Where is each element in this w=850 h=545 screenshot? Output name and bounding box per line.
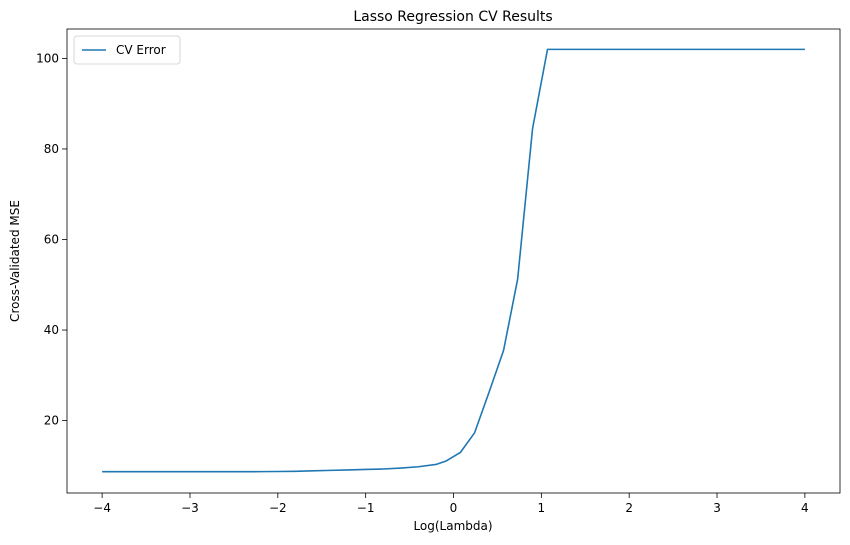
- x-tick-label: −1: [357, 501, 375, 515]
- x-tick-label: 3: [713, 501, 721, 515]
- y-tick-label: 100: [36, 51, 59, 65]
- x-tick-label: 1: [538, 501, 546, 515]
- y-axis-ticks: 20 40 60 80 100: [36, 51, 67, 428]
- y-tick-label: 20: [44, 414, 59, 428]
- legend-label-cv-error: CV Error: [116, 43, 166, 57]
- x-tick-label: −3: [181, 501, 199, 515]
- y-tick-label: 80: [44, 142, 59, 156]
- x-tick-label: −2: [269, 501, 287, 515]
- x-axis-label: Log(Lambda): [413, 519, 492, 533]
- chart-title: Lasso Regression CV Results: [353, 9, 552, 25]
- y-axis-label: Cross-Validated MSE: [8, 200, 22, 322]
- x-axis-ticks: −4 −3 −2 −1 0 1 2 3 4: [93, 493, 809, 515]
- x-tick-label: −4: [93, 501, 111, 515]
- legend-frame: [73, 35, 181, 65]
- y-tick-label: 40: [44, 323, 59, 337]
- y-tick-label: 60: [44, 232, 59, 246]
- x-tick-label: 2: [625, 501, 633, 515]
- x-tick-label: 4: [801, 501, 809, 515]
- cv-error-line: [102, 48, 805, 473]
- legend: CV Error: [73, 35, 181, 65]
- x-tick-label: 0: [450, 501, 458, 515]
